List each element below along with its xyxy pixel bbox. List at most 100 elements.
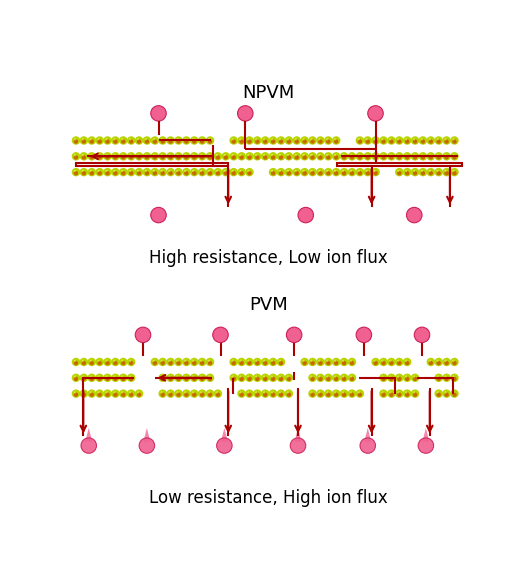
Circle shape [143,136,151,145]
Circle shape [326,171,331,176]
Circle shape [245,389,254,398]
Circle shape [348,373,356,382]
Circle shape [357,154,360,156]
Circle shape [74,155,78,160]
Circle shape [97,170,100,172]
Circle shape [176,377,181,381]
Circle shape [129,393,134,397]
Circle shape [316,389,325,398]
Circle shape [158,389,167,398]
Circle shape [348,389,356,398]
Circle shape [247,139,252,144]
Circle shape [374,359,376,362]
Circle shape [318,138,321,140]
Circle shape [292,136,301,145]
Circle shape [452,393,457,397]
Circle shape [160,154,163,156]
Circle shape [444,171,449,176]
Circle shape [403,357,411,366]
Circle shape [239,170,242,172]
Circle shape [302,361,307,365]
Circle shape [247,171,252,176]
Circle shape [105,154,107,156]
Circle shape [429,154,431,156]
Circle shape [230,357,238,366]
Circle shape [397,393,401,397]
Circle shape [253,152,261,161]
Circle shape [82,154,84,156]
Circle shape [442,389,451,398]
Circle shape [263,377,267,381]
Circle shape [72,136,80,145]
Circle shape [350,170,352,172]
Circle shape [232,375,234,377]
Circle shape [334,138,336,140]
Circle shape [184,138,187,140]
Circle shape [452,361,457,365]
Circle shape [160,377,165,381]
Circle shape [137,170,139,172]
Circle shape [95,136,104,145]
Circle shape [74,154,76,156]
Polygon shape [85,428,92,442]
Circle shape [105,359,107,362]
Circle shape [318,155,323,160]
Circle shape [413,138,415,140]
Circle shape [121,393,125,397]
Circle shape [263,155,267,160]
Circle shape [452,171,457,176]
Circle shape [200,377,204,381]
Circle shape [206,357,214,366]
Circle shape [287,171,291,176]
Circle shape [74,393,78,397]
Circle shape [121,171,125,176]
Circle shape [80,373,88,382]
Circle shape [413,393,417,397]
Circle shape [198,152,206,161]
Circle shape [214,152,222,161]
Circle shape [82,377,86,381]
Circle shape [216,391,218,393]
Circle shape [310,393,315,397]
Circle shape [395,136,403,145]
Circle shape [348,168,356,176]
Circle shape [364,152,372,161]
Circle shape [379,357,388,366]
Circle shape [389,391,391,393]
Circle shape [279,393,283,397]
Circle shape [113,170,115,172]
Circle shape [253,389,261,398]
Circle shape [129,377,134,381]
Circle shape [436,154,439,156]
Circle shape [176,154,179,156]
Circle shape [271,391,273,393]
Circle shape [389,361,394,365]
Circle shape [232,155,236,160]
Circle shape [427,136,435,145]
Circle shape [129,171,134,176]
Circle shape [90,138,92,140]
Circle shape [452,377,457,381]
Circle shape [247,170,249,172]
Circle shape [374,139,378,144]
Circle shape [381,375,384,377]
Circle shape [285,168,293,176]
Circle shape [113,171,117,176]
Circle shape [200,359,202,362]
Circle shape [127,152,135,161]
Circle shape [255,393,259,397]
Circle shape [121,170,124,172]
Circle shape [357,171,362,176]
Circle shape [316,152,325,161]
Circle shape [360,438,376,453]
Circle shape [190,168,199,176]
Circle shape [310,359,313,362]
Polygon shape [221,428,228,442]
Circle shape [200,361,204,365]
Circle shape [444,139,449,144]
Circle shape [277,357,285,366]
Circle shape [308,357,317,366]
Circle shape [444,377,449,381]
Circle shape [436,139,441,144]
Circle shape [326,361,331,365]
